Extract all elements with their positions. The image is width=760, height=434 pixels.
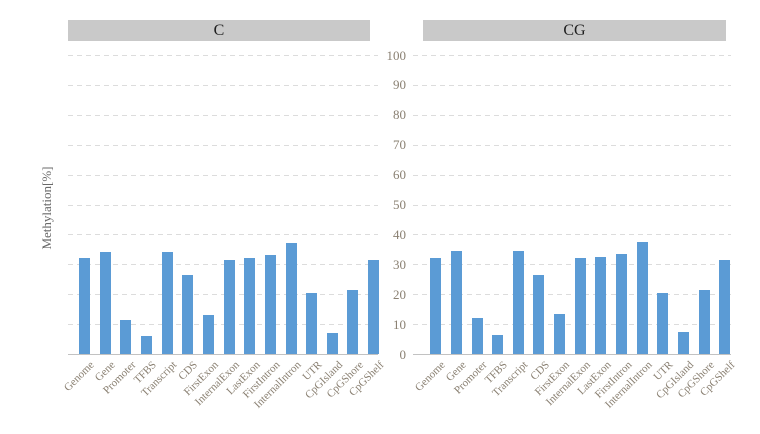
y-tick-label: 60 [393, 167, 406, 183]
gridline [413, 174, 731, 176]
y-axis-title: Methylation[%] [39, 166, 54, 250]
bar-gene [450, 250, 462, 354]
bar-cpgshore [698, 289, 710, 354]
y-tick-label: 30 [393, 256, 406, 272]
bar-cpgshore [347, 289, 359, 354]
bar-transcript [512, 250, 524, 354]
gridline [68, 294, 378, 296]
panel-header-cg: CG [423, 20, 726, 41]
bar-cds [533, 274, 545, 354]
gridline [68, 55, 378, 56]
bar-firstexon [202, 315, 214, 354]
panel-cg-plot-area: Genome Gene Promoter TFBS Transcript CDS First… [413, 0, 737, 434]
bar-genome [79, 258, 90, 354]
bar-internalintron [636, 241, 648, 354]
x-tick-label: Genome [62, 359, 97, 394]
bar-utr [306, 292, 318, 354]
bar-lastexon [595, 256, 607, 354]
x-axis-line [413, 354, 731, 355]
bar-gene [99, 252, 111, 354]
panel-header-c: C [68, 20, 370, 41]
y-tick-label: 100 [386, 47, 407, 63]
gridline [68, 114, 378, 116]
bar-internalexon [223, 259, 235, 354]
gridline [68, 264, 378, 266]
gridline [413, 55, 731, 56]
gridline [413, 114, 731, 116]
bar-internalexon [574, 258, 586, 354]
gridline [68, 84, 378, 86]
y-tick-label: 50 [393, 197, 406, 212]
bar-utr [657, 292, 669, 354]
bar-tfbs [140, 336, 152, 354]
bar-cpgisland [326, 333, 338, 354]
bar-cds [182, 274, 194, 354]
bar-promoter [120, 319, 132, 354]
y-tick-label: 10 [393, 316, 406, 332]
bar-genome [430, 258, 442, 354]
bar-firstintron [616, 253, 628, 354]
gridline [68, 204, 378, 206]
gridline [413, 204, 731, 206]
gridline [68, 324, 378, 326]
y-tick-label: 90 [393, 77, 406, 93]
bar-cpgshelf [368, 259, 380, 354]
gridline [413, 144, 731, 146]
y-tick-label: 80 [393, 107, 406, 123]
bar-cpgshelf [719, 259, 731, 354]
gridline [68, 234, 378, 236]
x-axis-line [68, 354, 378, 355]
x-tick-label: Genome [413, 359, 449, 394]
gridline [413, 264, 731, 266]
gridline [68, 144, 378, 146]
bar-internalintron [285, 243, 297, 354]
bar-tfbs [492, 334, 504, 354]
bar-transcript [161, 252, 173, 354]
y-tick-label: 0 [399, 346, 407, 362]
gridline [413, 84, 731, 86]
gridline [413, 324, 731, 326]
y-tick-label: 40 [393, 226, 406, 242]
bar-lastexon [244, 258, 256, 354]
panel-c-plot-area: Genome Gene Promoter TFBS Transcript CDS First… [62, 0, 386, 434]
bar-firstexon [554, 313, 566, 354]
gridline [413, 234, 731, 236]
bar-promoter [471, 318, 483, 354]
y-axis-tick-labels: 0 10 20 30 40 50 60 70 80 90 100 [368, 0, 407, 434]
gridline [413, 294, 731, 296]
y-tick-label: 70 [393, 137, 406, 153]
y-tick-label: 20 [393, 286, 406, 302]
bar-firstintron [264, 255, 276, 354]
bar-cpgisland [678, 331, 689, 354]
gridline [68, 174, 378, 176]
